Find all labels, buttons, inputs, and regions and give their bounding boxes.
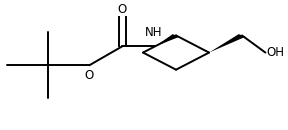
Polygon shape [209, 34, 245, 53]
Text: O: O [118, 3, 127, 16]
Text: O: O [85, 69, 94, 82]
Text: NH: NH [145, 26, 163, 39]
Text: OH: OH [267, 46, 285, 59]
Polygon shape [156, 34, 179, 46]
